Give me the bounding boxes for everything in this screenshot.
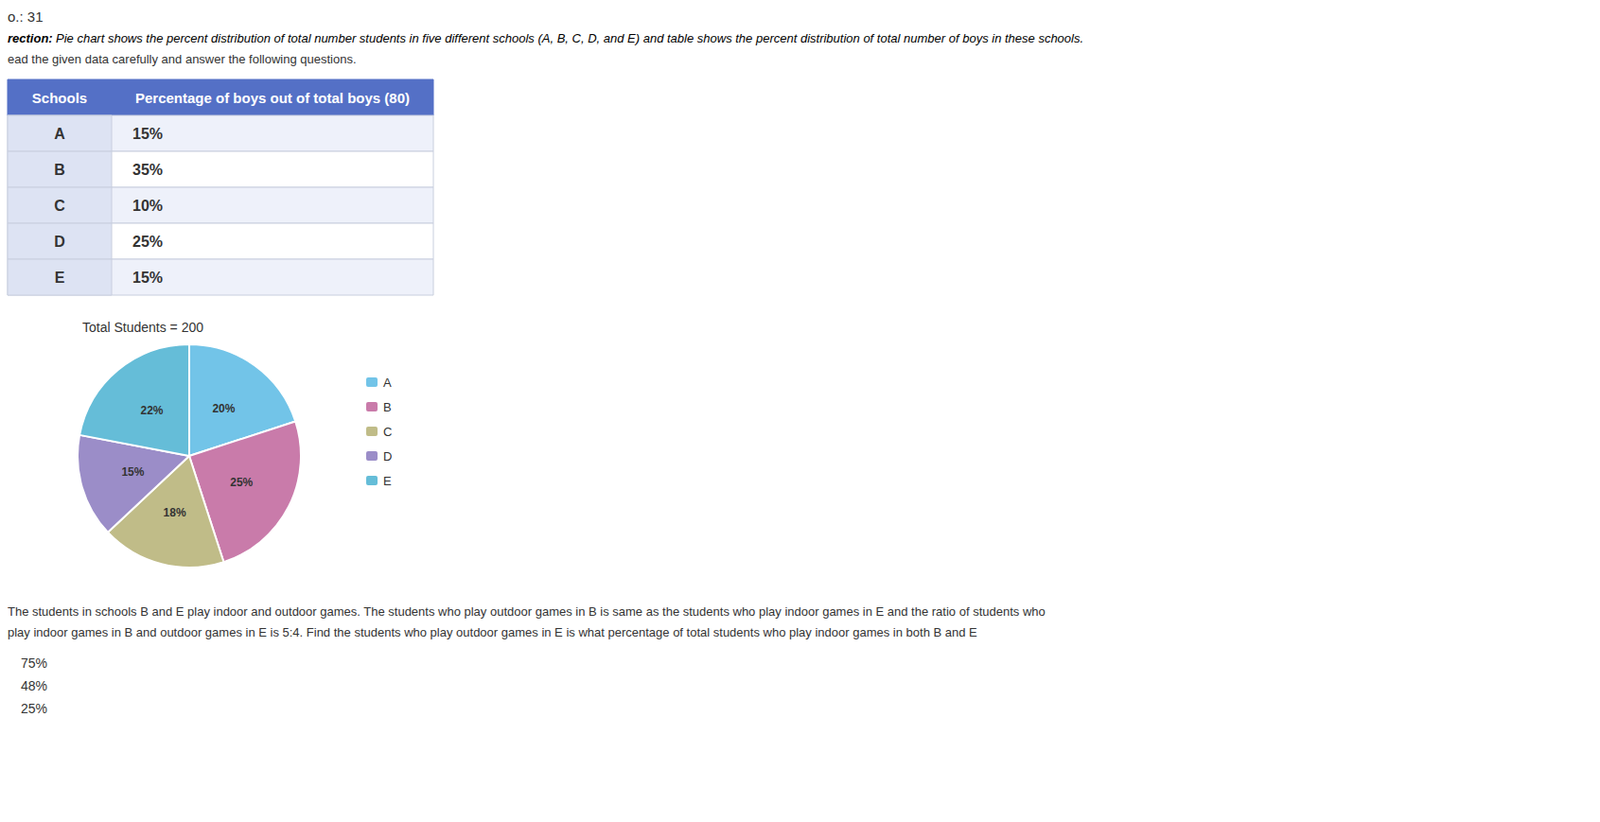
- svg-text:15%: 15%: [121, 465, 144, 479]
- svg-text:C: C: [383, 424, 392, 440]
- svg-text:E: E: [54, 269, 66, 286]
- svg-text:22%: 22%: [140, 404, 163, 418]
- svg-text:A: A: [53, 125, 66, 142]
- svg-text:E: E: [383, 474, 392, 489]
- svg-text:25%: 25%: [229, 475, 253, 490]
- svg-text:Pie chart shows the percent di: Pie chart shows the percent distribution…: [55, 31, 1084, 46]
- svg-text:B: B: [383, 400, 392, 415]
- svg-text:15%: 15%: [132, 125, 163, 142]
- svg-text:The students in schools B and: The students in schools B and E play ind…: [7, 604, 1046, 619]
- svg-text:10%: 10%: [132, 197, 163, 214]
- svg-text:18%: 18%: [163, 506, 187, 520]
- svg-text:A: A: [383, 375, 392, 390]
- svg-text:rection:: rection:: [7, 31, 53, 46]
- svg-text:ead the given data carefully a: ead the given data carefully and answer …: [7, 52, 357, 67]
- svg-text:25%: 25%: [132, 233, 163, 250]
- svg-text:Total Students = 200: Total Students = 200: [82, 319, 204, 335]
- svg-text:C: C: [53, 197, 66, 214]
- svg-text:Schools: Schools: [32, 89, 88, 106]
- svg-text:20%: 20%: [211, 402, 235, 416]
- svg-text:D: D: [383, 449, 392, 464]
- svg-text:B: B: [53, 161, 66, 178]
- svg-text:play indoor games in B and out: play indoor games in B and outdoor games…: [7, 625, 978, 640]
- svg-text:48%: 48%: [20, 678, 48, 694]
- svg-text:o.: 31: o.: 31: [7, 8, 44, 25]
- svg-text:35%: 35%: [132, 161, 163, 178]
- svg-text:75%: 75%: [20, 655, 48, 671]
- svg-text:15%: 15%: [132, 269, 163, 286]
- svg-text:25%: 25%: [20, 701, 48, 717]
- svg-text:Percentage of boys out of tota: Percentage of boys out of total boys (80…: [135, 89, 410, 106]
- svg-text:D: D: [53, 233, 66, 250]
